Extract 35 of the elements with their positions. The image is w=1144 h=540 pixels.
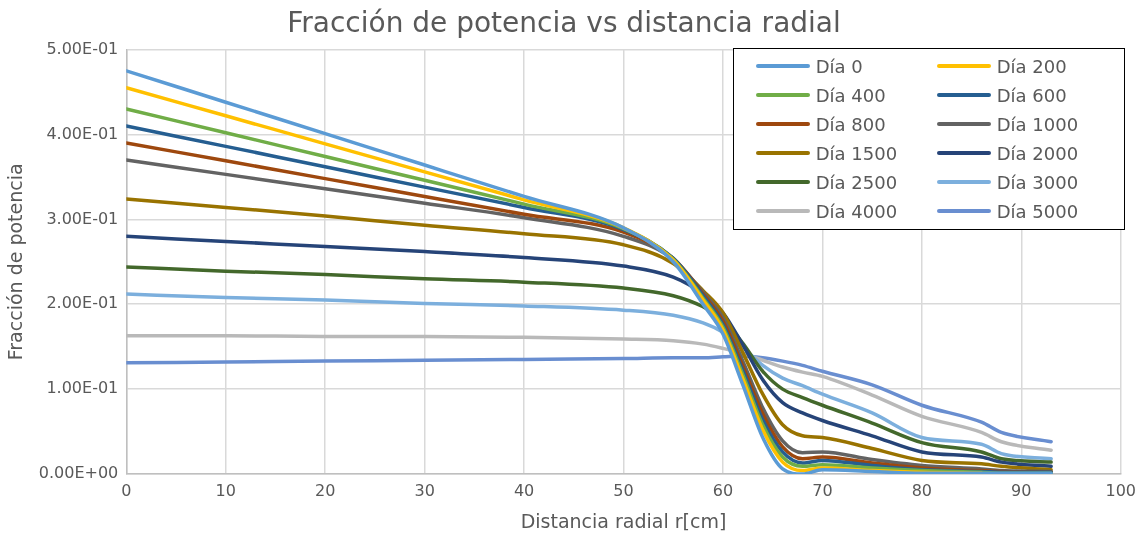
x-tick-label: 30 <box>414 480 435 500</box>
y-tick-label: 4.00E-01 <box>46 123 119 143</box>
x-tick-label: 80 <box>911 480 933 500</box>
x-tick-label: 90 <box>1011 480 1032 500</box>
line-series <box>126 354 1053 444</box>
legend-label: Día 800 <box>815 113 886 135</box>
x-tick-label: 50 <box>613 480 634 500</box>
legend-label: Día 600 <box>996 84 1067 106</box>
x-tick-label: 60 <box>712 480 734 500</box>
y-tick-label: 3.00E-01 <box>46 208 119 228</box>
legend-label: Día 4000 <box>815 200 898 222</box>
legend-label: Día 2000 <box>996 142 1079 164</box>
chart-title: Fracción de potencia vs distancia radial <box>287 6 841 40</box>
x-tick-label: 10 <box>215 480 236 500</box>
y-tick-label: 1.00E-01 <box>46 378 119 398</box>
legend-label: Día 1500 <box>815 142 898 164</box>
line-series <box>126 292 1053 461</box>
y-axis-title: Fracción de potencia <box>4 163 27 361</box>
legend-label: Día 3000 <box>996 171 1079 193</box>
x-tick-label: 40 <box>513 480 535 500</box>
legend-label: Día 200 <box>996 55 1067 77</box>
legend-label: Día 1000 <box>996 113 1079 135</box>
legend-label: Día 400 <box>815 84 886 106</box>
x-axis-title: Distancia radial r[cm] <box>520 509 727 532</box>
y-tick-label: 5.00E-01 <box>46 38 119 58</box>
x-tick-label: 0 <box>121 480 132 500</box>
x-tick-label: 100 <box>1105 480 1136 500</box>
x-tick-label: 20 <box>315 480 336 500</box>
x-tick-label: 70 <box>812 480 833 500</box>
legend-label: Día 2500 <box>815 171 898 193</box>
legend-label: Día 0 <box>815 55 863 77</box>
y-tick-label: 0.00E+00 <box>38 463 119 483</box>
legend-label: Día 5000 <box>996 200 1079 222</box>
y-tick-label: 2.00E-01 <box>46 293 119 313</box>
line-series <box>126 265 1053 464</box>
